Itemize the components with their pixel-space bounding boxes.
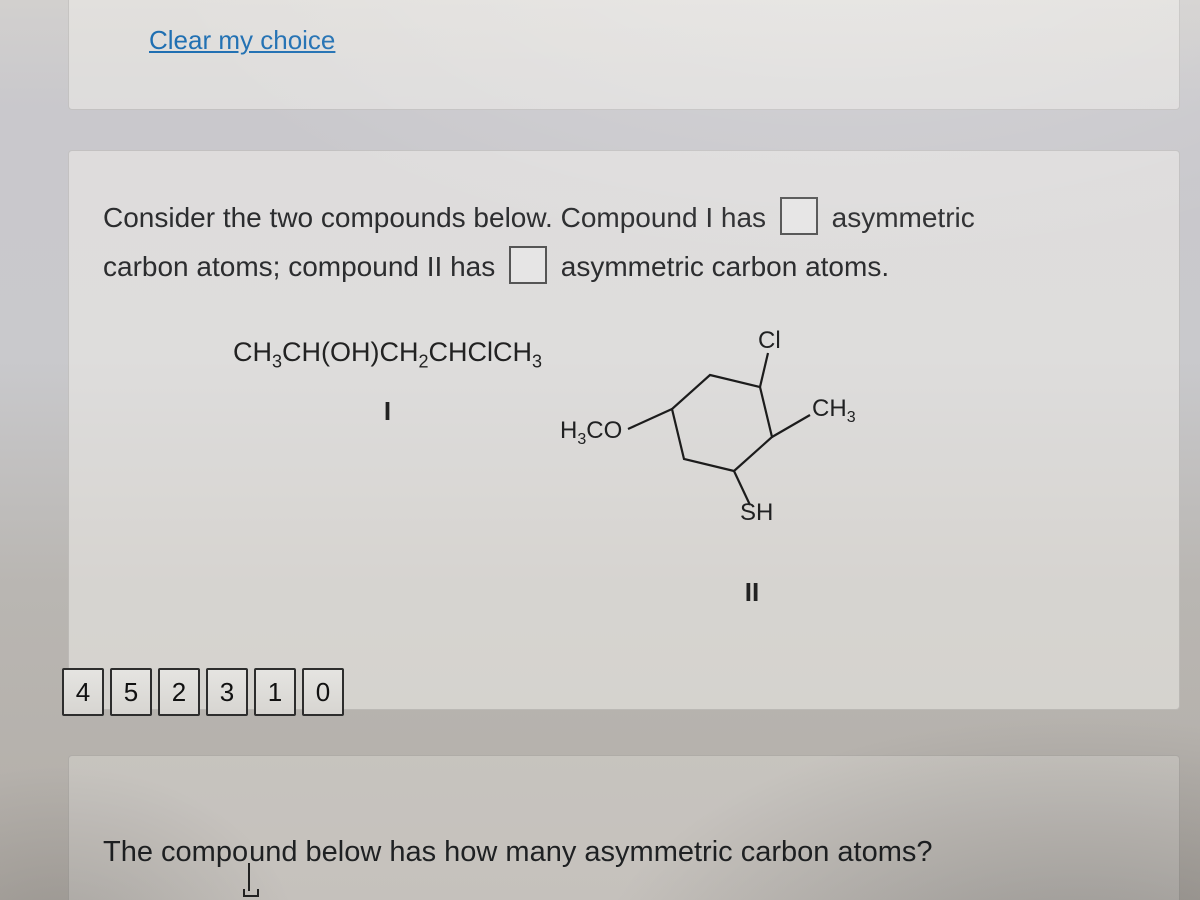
bond-left xyxy=(628,409,672,429)
substituent-ch3: CH3 xyxy=(812,395,856,427)
substituent-sh: SH xyxy=(740,499,773,527)
page: …tner chiral or achiral. Clear my choice… xyxy=(0,0,1200,900)
answer-tile[interactable]: 1 xyxy=(254,668,296,716)
answer-tile[interactable]: 2 xyxy=(158,668,200,716)
answer-tiles: 4 5 2 3 1 0 xyxy=(62,668,344,716)
next-question-panel: The compound below has how many asymmetr… xyxy=(68,755,1180,900)
compound-i-formula: CH3CH(OH)CH2CHClCH3 xyxy=(233,337,542,372)
compounds-question-panel: Consider the two compounds below. Compou… xyxy=(68,150,1180,710)
blank-2[interactable] xyxy=(509,246,547,284)
compound-i-label: I xyxy=(233,396,542,427)
answer-tile[interactable]: 0 xyxy=(302,668,344,716)
q-post: nd below has how many asymmetric carbon … xyxy=(265,836,932,868)
question-part2: asymmetric xyxy=(832,202,975,233)
compound-ii: Cl CH3 H3CO SH II xyxy=(612,337,892,608)
answer-tile[interactable]: 4 xyxy=(62,668,104,716)
compound-i: CH3CH(OH)CH2CHClCH3 I xyxy=(233,337,542,427)
q-pre: The compo xyxy=(103,836,248,868)
blank-1[interactable] xyxy=(780,197,818,235)
clear-choice-link[interactable]: Clear my choice xyxy=(149,25,335,56)
compounds-row: CH3CH(OH)CH2CHClCH3 I Cl CH3 H3CO xyxy=(103,337,1145,608)
question-part3: carbon atoms; compound II has xyxy=(103,251,495,282)
answer-tile[interactable]: 3 xyxy=(206,668,248,716)
top-panel: …tner chiral or achiral. Clear my choice xyxy=(68,0,1180,110)
ring-icon xyxy=(672,375,772,471)
substituent-h3co: H3CO xyxy=(560,417,622,449)
bond-right xyxy=(772,415,810,437)
compound-ii-structure: Cl CH3 H3CO SH xyxy=(612,337,892,537)
question-part1: Consider the two compounds below. Compou… xyxy=(103,202,766,233)
question-text: Consider the two compounds below. Compou… xyxy=(103,179,1145,291)
substituent-cl: Cl xyxy=(758,327,781,355)
question-part4: asymmetric carbon atoms. xyxy=(561,251,889,282)
bond-top xyxy=(760,353,768,387)
answer-tile[interactable]: 5 xyxy=(110,668,152,716)
next-question-text: The compound below has how many asymmetr… xyxy=(103,784,1145,869)
compound-ii-label: II xyxy=(612,577,892,608)
